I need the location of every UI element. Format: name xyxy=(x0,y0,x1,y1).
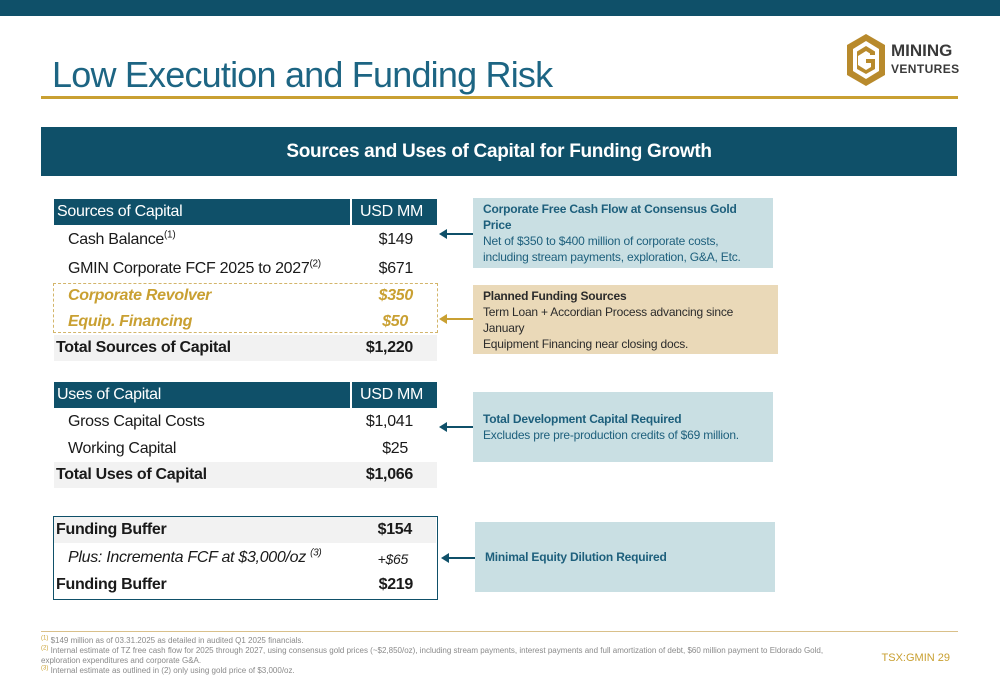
arrow-left-icon xyxy=(439,229,473,239)
uses-total-row: Total Uses of Capital $1,066 xyxy=(54,462,437,488)
page-reference: TSX:GMIN 29 xyxy=(881,652,950,664)
title-divider xyxy=(41,96,958,99)
sources-total-row: Total Sources of Capital $1,220 xyxy=(54,335,437,361)
callout-planned-heading: Planned Funding Sources xyxy=(483,288,627,303)
sources-row-fcf: GMIN Corporate FCF 2025 to 2027(2) $671 xyxy=(54,256,437,282)
funding-buffer-label: Funding Buffer xyxy=(56,521,167,538)
planned-funding-highlight xyxy=(53,283,438,333)
revolver-label: Corporate Revolver xyxy=(68,287,212,304)
incremental-fcf-footnote-ref: (3) xyxy=(310,547,322,559)
total-uses-label: Total Uses of Capital xyxy=(56,466,207,483)
callout-planned-line2: Equipment Financing near closing docs. xyxy=(483,336,689,351)
funding-buffer-value: $154 xyxy=(377,521,413,538)
callout-fcf-body: Net of $350 to $400 million of corporate… xyxy=(483,234,741,264)
uses-header-label: Uses of Capital xyxy=(57,386,161,403)
incremental-fcf-value: +$65 xyxy=(377,551,409,567)
sources-table-header: Sources of Capital USD MM xyxy=(54,199,437,225)
callout-dev-body: Excludes pre pre-production credits of $… xyxy=(483,428,739,442)
logo-text-mining: MINING xyxy=(891,41,953,60)
uses-table-header: Uses of Capital USD MM xyxy=(54,382,437,408)
gross-capital-value: $1,041 xyxy=(365,413,413,430)
logo-mark-icon xyxy=(847,34,885,86)
section-banner: Sources and Uses of Capital for Funding … xyxy=(41,127,957,176)
revolver-value: $350 xyxy=(378,287,414,304)
footnote-3: (3) Internal estimate as outlined in (2)… xyxy=(41,665,295,675)
corporate-fcf-label: GMIN Corporate FCF 2025 to 2027 xyxy=(68,260,310,277)
buffer-row-2: Funding Buffer $219 xyxy=(54,572,437,598)
buffer-row-plus: Plus: Incrementa FCF at $3,000/oz (3) +$… xyxy=(54,545,437,571)
sources-header-unit: USD MM xyxy=(350,199,431,225)
funding-buffer-final-label: Funding Buffer xyxy=(56,576,167,593)
callout-planned-line1: Term Loan + Accordian Process advancing … xyxy=(483,304,734,335)
total-sources-label: Total Sources of Capital xyxy=(56,339,231,356)
page-title: Low Execution and Funding Risk xyxy=(52,54,553,95)
uses-header-unit: USD MM xyxy=(350,382,431,408)
buffer-row-1: Funding Buffer $154 xyxy=(54,517,436,543)
corporate-fcf-value: $671 xyxy=(378,260,414,277)
arrow-left-icon xyxy=(441,553,475,563)
footnotes: (1) $149 million as of 03.31.2025 as det… xyxy=(41,635,861,676)
cash-balance-label: Cash Balance xyxy=(68,231,165,248)
sources-header-label: Sources of Capital xyxy=(57,203,183,220)
cash-balance-footnote-ref: (1) xyxy=(164,229,176,241)
funding-buffer-box xyxy=(53,516,438,600)
logo-text-ventures: VENTURES xyxy=(891,62,960,76)
cash-balance-value: $149 xyxy=(378,231,414,248)
sources-row-equip: Equip. Financing $50 xyxy=(54,309,437,335)
top-accent-bar xyxy=(0,0,1000,16)
footer-divider xyxy=(41,631,958,632)
equip-financing-label: Equip. Financing xyxy=(68,313,193,330)
company-logo: MINING VENTURES xyxy=(845,32,967,88)
gross-capital-label: Gross Capital Costs xyxy=(68,413,205,430)
callout-dev-capital: Total Development Capital Required Exclu… xyxy=(473,392,773,462)
funding-buffer-final-value: $219 xyxy=(378,576,414,593)
working-capital-label: Working Capital xyxy=(68,440,177,457)
incremental-fcf-label: Plus: Incrementa FCF at $3,000/oz xyxy=(68,549,306,566)
callout-equity: Minimal Equity Dilution Required xyxy=(475,522,775,592)
callout-planned-funding: Planned Funding Sources Term Loan + Acco… xyxy=(473,285,778,354)
arrow-left-icon xyxy=(439,422,473,432)
callout-dev-heading: Total Development Capital Required xyxy=(483,412,682,426)
footnote-1: (1) $149 million as of 03.31.2025 as det… xyxy=(41,635,304,645)
callout-fcf: Corporate Free Cash Flow at Consensus Go… xyxy=(473,198,773,268)
working-capital-value: $25 xyxy=(382,440,408,457)
arrow-left-icon xyxy=(439,314,473,324)
footnote-2: (2) Internal estimate of TZ free cash fl… xyxy=(41,645,824,665)
total-sources-value: $1,220 xyxy=(365,339,413,356)
sources-row-revolver: Corporate Revolver $350 xyxy=(54,283,437,309)
callout-fcf-heading: Corporate Free Cash Flow at Consensus Go… xyxy=(483,202,737,232)
corporate-fcf-footnote-ref: (2) xyxy=(309,258,321,270)
equip-financing-value: $50 xyxy=(382,313,408,330)
uses-row-gross: Gross Capital Costs $1,041 xyxy=(54,409,437,435)
uses-row-working: Working Capital $25 xyxy=(54,436,437,462)
callout-equity-heading: Minimal Equity Dilution Required xyxy=(485,550,667,564)
sources-row-cash: Cash Balance(1) $149 xyxy=(54,227,437,253)
total-uses-value: $1,066 xyxy=(365,466,413,483)
